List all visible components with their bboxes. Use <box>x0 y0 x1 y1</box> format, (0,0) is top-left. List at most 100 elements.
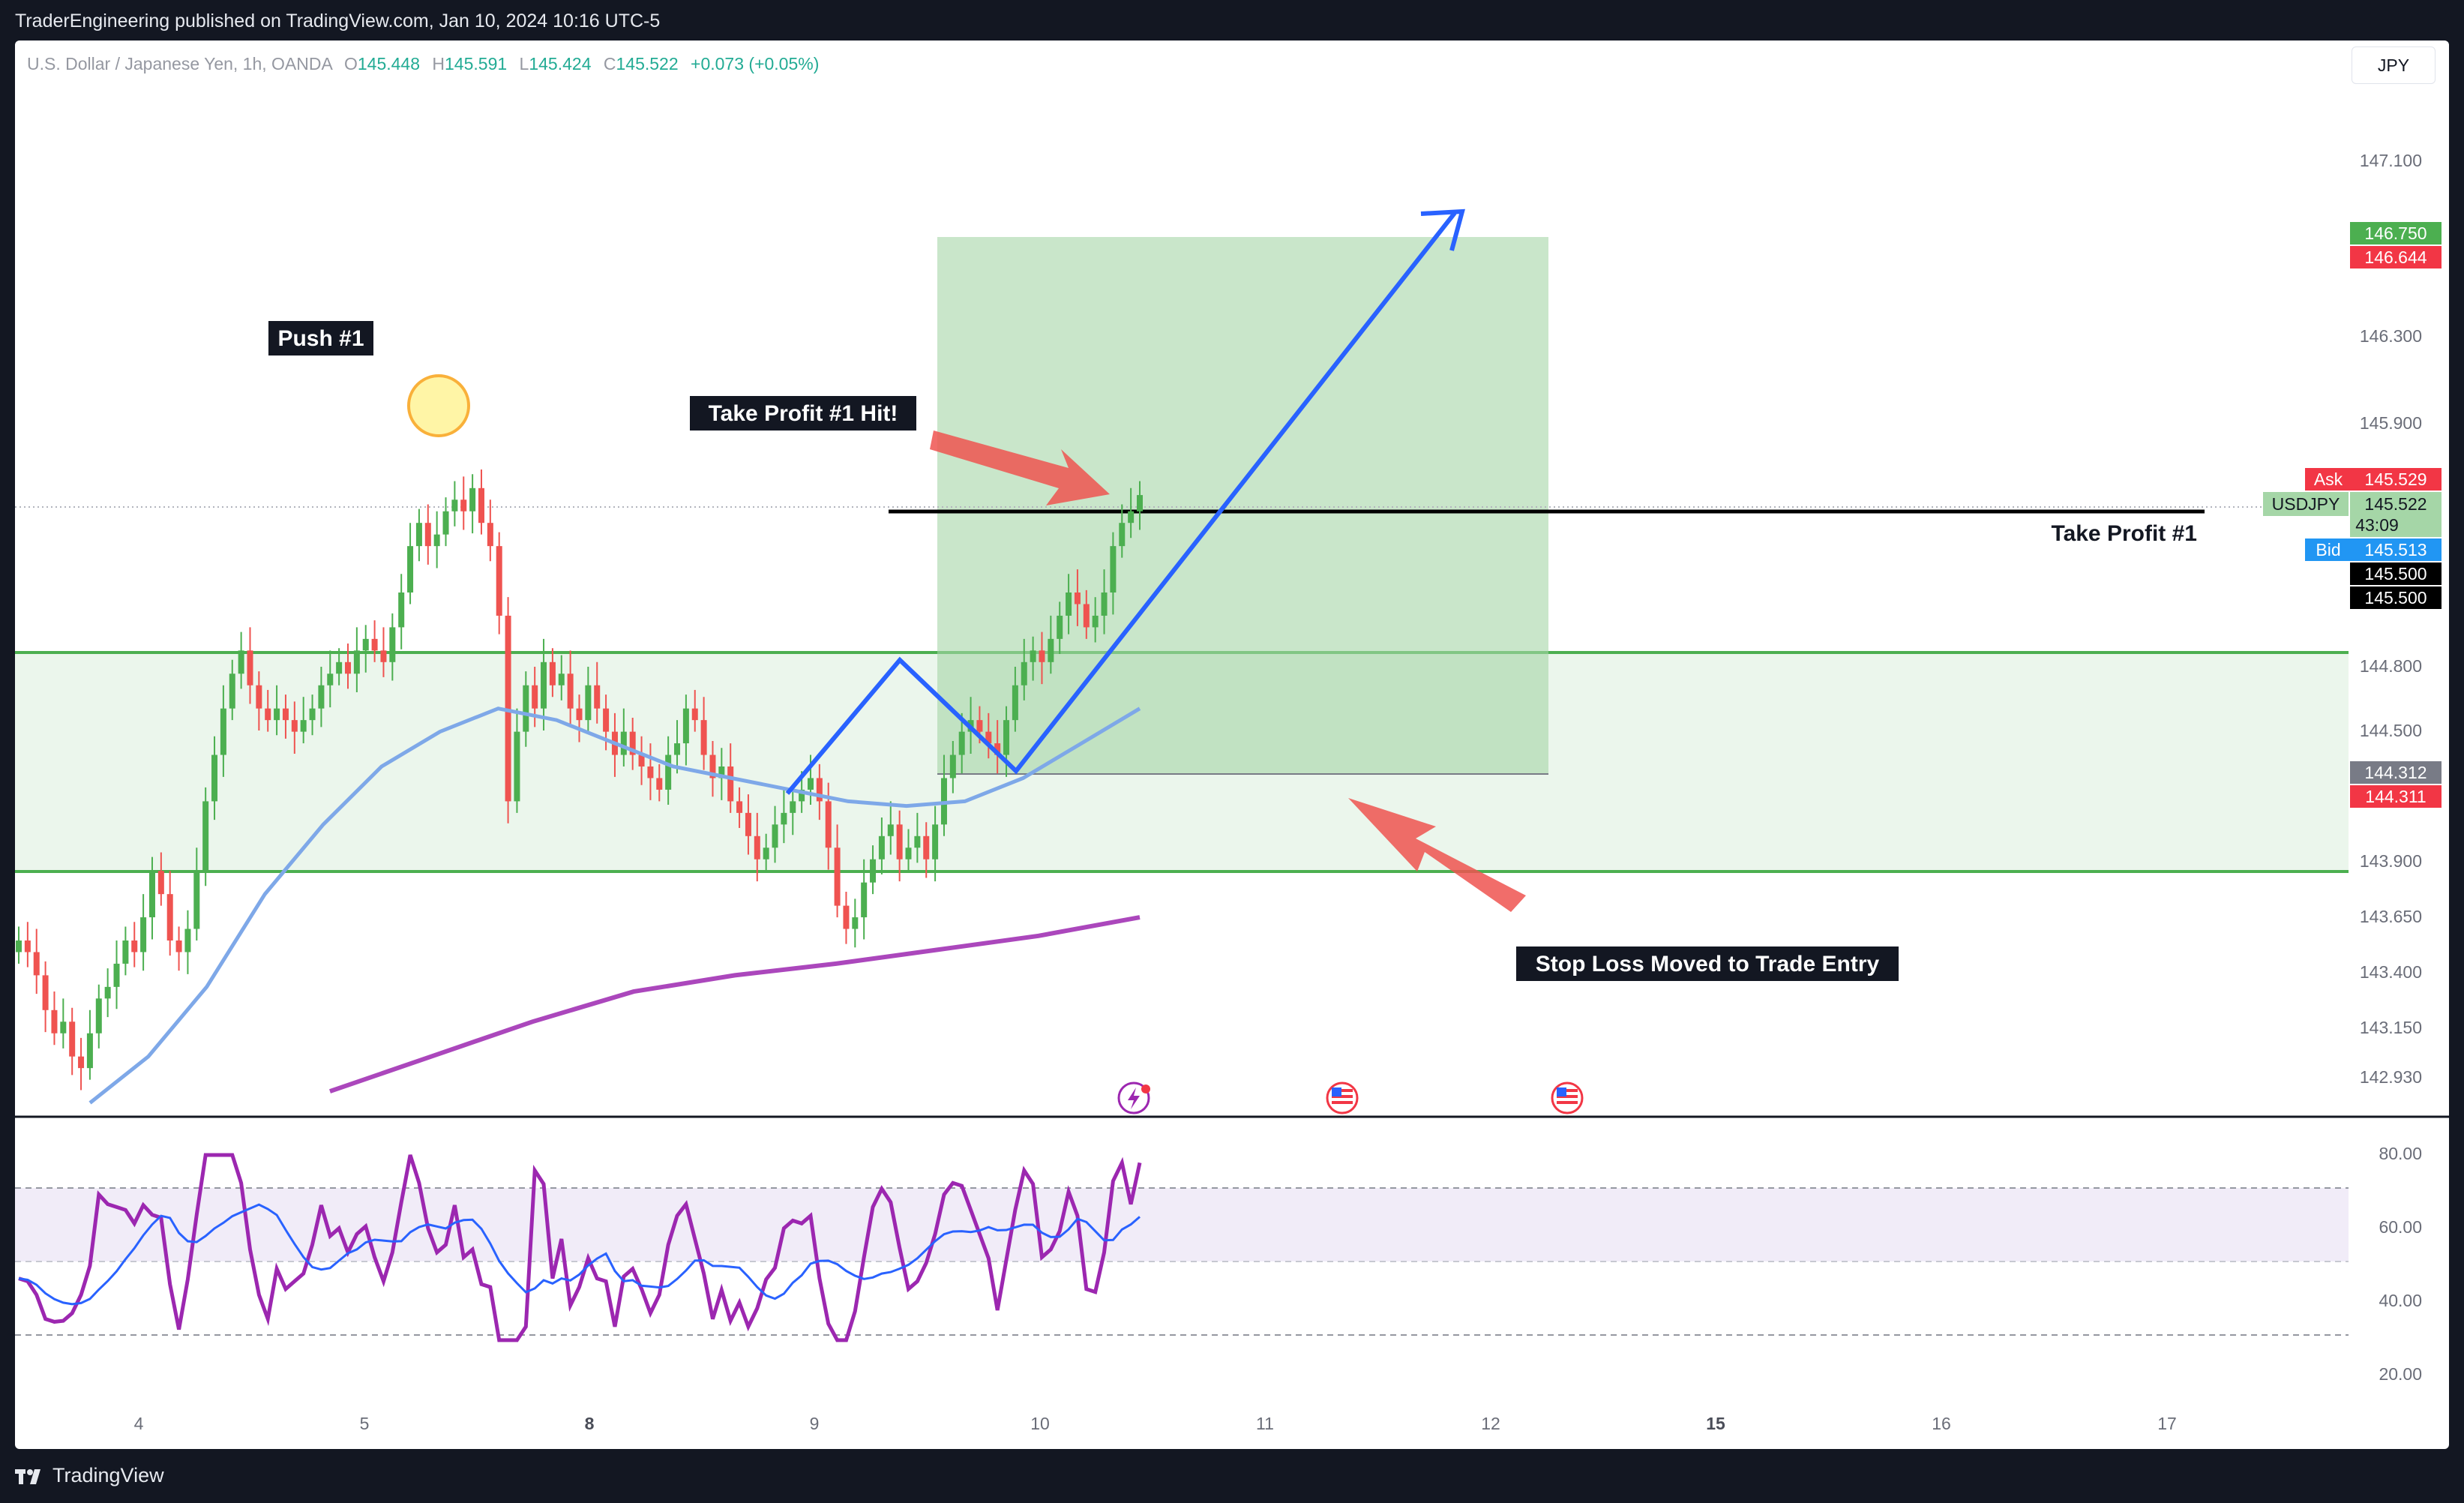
time-tick: 11 <box>1256 1414 1274 1433</box>
tp-hit-label: Take Profit #1 Hit! <box>709 401 898 426</box>
open-value: 145.448 <box>357 54 420 74</box>
price-tick: 142.930 <box>2360 1067 2422 1087</box>
candle-body <box>585 685 592 721</box>
candle-body <box>51 1010 58 1034</box>
time-tick: 4 <box>134 1414 144 1433</box>
candle-body <box>852 917 859 929</box>
candle-body <box>300 720 307 732</box>
candle-body <box>843 905 850 929</box>
candle-body <box>514 731 520 802</box>
candle-body <box>460 500 467 512</box>
published-by: TraderEngineering published on TradingVi… <box>15 10 661 32</box>
candle-body <box>682 708 689 744</box>
time-tick: 17 <box>2157 1414 2177 1433</box>
stop-badge-bg <box>2350 785 2442 808</box>
candle-body <box>1039 650 1045 662</box>
candle-body <box>736 801 743 813</box>
price-tick: 147.100 <box>2360 151 2422 170</box>
tradingview-logo-icon <box>15 1466 45 1486</box>
candle-body <box>104 986 111 999</box>
footer: TradingView <box>0 1449 2464 1503</box>
long-position-box <box>937 237 1548 774</box>
bid-label-bg <box>2305 538 2352 561</box>
candle-body <box>781 812 787 825</box>
rsi-tick: 60.00 <box>2379 1217 2422 1237</box>
candle-body <box>362 638 369 651</box>
chart-canvas[interactable]: 147.100 146.300 145.900 144.800 144.500 … <box>15 40 2449 1449</box>
stop-badge: 144.311 <box>2365 787 2426 806</box>
stop-moved-label-bg <box>1516 946 1899 981</box>
candle-body <box>816 778 823 802</box>
currency-button[interactable]: JPY <box>2352 46 2436 84</box>
candle-body <box>1119 523 1126 547</box>
candle-body <box>878 836 885 860</box>
close-value: 145.522 <box>616 54 679 74</box>
candle-body <box>1003 720 1010 755</box>
candle-body <box>69 1022 76 1057</box>
bid-label: Bid <box>2316 540 2340 560</box>
candle-body <box>1057 615 1063 639</box>
candle-body <box>887 824 894 836</box>
rsi-ma-line <box>18 1203 1141 1306</box>
candle-body <box>166 894 173 940</box>
top-bar: TraderEngineering published on TradingVi… <box>0 0 2464 40</box>
candle-body <box>896 824 903 860</box>
candle-body <box>60 1022 67 1034</box>
candle-body <box>754 836 760 860</box>
candle-body <box>469 488 476 512</box>
rsi-tick: 20.00 <box>2379 1364 2422 1384</box>
rsi-tick: 40.00 <box>2379 1291 2422 1310</box>
candle-body <box>247 650 253 686</box>
candle-body <box>914 836 921 848</box>
stop-moved-label: Stop Loss Moved to Trade Entry <box>1536 952 1880 976</box>
symbol-label: USDJPY <box>2272 494 2340 514</box>
red-arrow-stop <box>1348 798 1526 912</box>
candle-body <box>647 766 654 778</box>
candle-body <box>238 650 244 674</box>
candle-body <box>629 731 636 755</box>
candle-body <box>861 882 868 918</box>
candle-body <box>834 848 841 906</box>
push-circle <box>407 374 470 437</box>
line-badge-2: 145.500 <box>2364 588 2427 608</box>
tradingview-brand[interactable]: TradingView <box>15 1464 164 1487</box>
candle-body <box>807 778 814 790</box>
candle-body <box>958 731 965 755</box>
candle-body <box>318 685 325 709</box>
bid-badge: 145.513 <box>2364 540 2427 560</box>
candle-body <box>16 940 22 952</box>
candle-body <box>1101 592 1108 616</box>
candle-body <box>718 766 725 778</box>
candle-body <box>309 708 316 721</box>
event-icon-flash <box>1117 1082 1150 1114</box>
price-tick: 145.900 <box>2360 413 2422 433</box>
candle-body <box>576 708 583 721</box>
time-tick: 8 <box>585 1414 595 1433</box>
candle-body <box>353 650 360 674</box>
line-badge-1: 145.500 <box>2364 564 2427 584</box>
candle-body <box>674 743 681 755</box>
tp-hit-label-bg <box>690 396 916 430</box>
candle-body <box>790 801 796 813</box>
candle-body <box>691 708 698 721</box>
chart-panel[interactable]: 147.100 146.300 145.900 144.800 144.500 … <box>15 40 2449 1449</box>
chart-legend: U.S. Dollar / Japanese Yen, 1h, OANDA O1… <box>27 54 819 74</box>
price-tick: 143.400 <box>2360 962 2422 982</box>
symbol-name: U.S. Dollar / Japanese Yen, 1h, OANDA <box>27 54 332 74</box>
candle-body <box>282 708 289 721</box>
candle-body <box>175 940 182 952</box>
candles-group <box>16 470 1143 1090</box>
candle-body <box>523 685 529 732</box>
badge-tp: 146.750 <box>2364 224 2427 243</box>
candle-body <box>505 615 511 802</box>
candle-body <box>709 754 716 778</box>
candle-body <box>122 940 129 964</box>
candle-body <box>229 674 235 709</box>
candle-body <box>389 627 396 662</box>
candle-body <box>567 674 574 709</box>
candle-body <box>184 928 191 952</box>
candle-body <box>407 546 414 592</box>
candle-body <box>148 871 155 918</box>
price-tick: 146.300 <box>2360 326 2422 346</box>
entry-badge-bg <box>2350 761 2442 784</box>
